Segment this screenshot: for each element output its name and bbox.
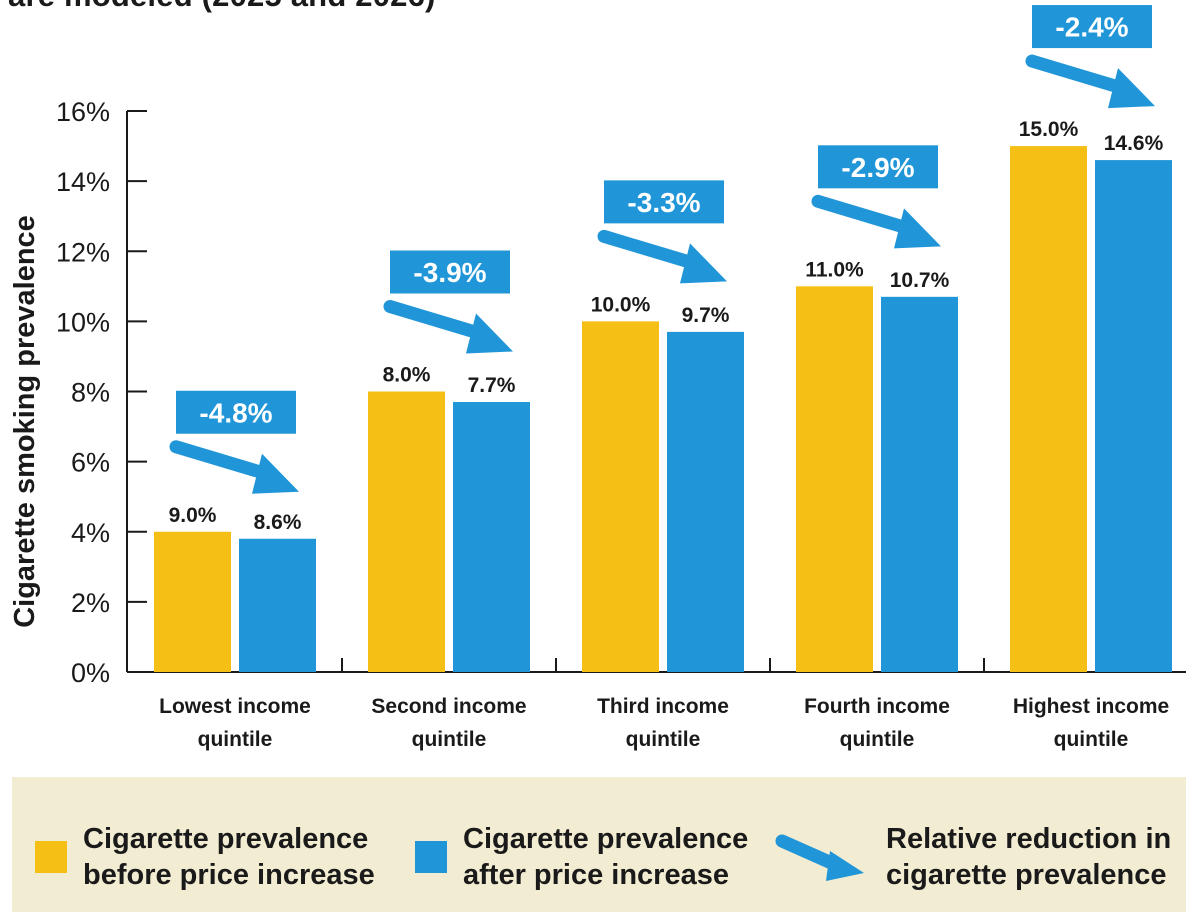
y-axis-label: Cigarette smoking prevalence: [9, 215, 41, 628]
legend-swatch-after: [415, 841, 447, 873]
reduction-arrowhead: [680, 243, 727, 284]
reduction-arrow: [597, 229, 701, 270]
bar: [667, 331, 744, 672]
legend-label-reduction: Relative reduction in cigarette prevalen…: [886, 821, 1171, 893]
reduction-label: -2.4%: [1055, 12, 1128, 43]
bar: [453, 402, 530, 672]
x-tick-label: Fourth income: [804, 695, 950, 718]
reduction-badge: [390, 250, 510, 294]
data-label: 14.6%: [1104, 132, 1164, 155]
reduction-arrow: [811, 194, 915, 235]
bar: [796, 286, 873, 672]
legend-label-reduction-line2: cigarette prevalence: [886, 859, 1167, 891]
x-tick-label: Second income: [371, 695, 526, 718]
reduction-arrow: [1025, 54, 1129, 95]
legend-item-after: Cigarette prevalence after price increas…: [415, 821, 748, 893]
reduction-badge: [818, 145, 938, 189]
reduction-arrow: [383, 300, 487, 340]
legend-label-reduction-line1: Relative reduction in: [886, 823, 1172, 855]
legend-swatch-before: [35, 841, 67, 873]
reduction-badge: [604, 180, 724, 224]
data-label: 8.0%: [383, 364, 431, 387]
y-tick-label: 2%: [71, 588, 110, 618]
reduction-arrowhead: [466, 313, 513, 354]
data-label: 9.0%: [169, 504, 217, 527]
x-tick-label: Lowest income: [159, 695, 311, 718]
y-tick-label: 14%: [56, 167, 110, 197]
bar-chart: 0% 2% 4% 6% 8% 10% 12% 14% 16% Cigarette smoking …: [9, 5, 1186, 751]
legend-arrow-icon: [775, 834, 864, 881]
bar: [1095, 160, 1172, 672]
x-tick-label: quintile: [412, 728, 487, 751]
y-tick-label: 12%: [56, 237, 110, 267]
y-tick-label: 10%: [56, 307, 110, 337]
reduction-label: -3.3%: [627, 187, 700, 218]
y-tick-label: 6%: [71, 448, 110, 478]
bar: [881, 296, 958, 672]
data-label: 9.7%: [682, 304, 730, 327]
reduction-label: -3.9%: [413, 257, 486, 288]
data-label: 8.6%: [254, 511, 302, 534]
y-tick-label: 8%: [71, 378, 110, 408]
x-tick-label: Third income: [597, 695, 729, 718]
reduction-label: -4.8%: [199, 397, 272, 428]
legend-label-before: Cigarette prevalence before price increa…: [83, 821, 375, 893]
data-label: 10.0%: [591, 293, 651, 316]
reduction-badge: [1032, 5, 1152, 49]
data-label: 11.0%: [805, 258, 864, 281]
data-label: 10.7%: [890, 269, 950, 292]
reduction-label: -2.9%: [841, 152, 914, 183]
legend-label-before-line2: before price increase: [83, 859, 375, 891]
legend-item-reduction: Relative reduction in cigarette prevalen…: [774, 821, 1171, 893]
reduction-arrow: [169, 440, 273, 481]
bar: [582, 321, 659, 672]
bar: [154, 531, 231, 672]
legend-item-before: Cigarette prevalence before price increa…: [35, 821, 375, 893]
x-tick-label: quintile: [840, 728, 915, 751]
reduction-badge: [176, 390, 296, 434]
reduction-arrowhead: [894, 208, 941, 249]
legend-label-after: Cigarette prevalence after price increas…: [463, 821, 748, 893]
bar: [239, 538, 316, 672]
y-tick-label: 16%: [56, 97, 110, 127]
y-tick-label: 0%: [71, 658, 110, 688]
bar: [368, 391, 445, 672]
legend-label-after-line1: Cigarette prevalence: [463, 823, 749, 855]
data-label: 7.7%: [468, 374, 516, 397]
x-tick-label: Highest income: [1013, 695, 1169, 718]
x-tick-label: quintile: [198, 728, 273, 751]
x-tick-label: quintile: [626, 728, 701, 751]
reduction-arrowhead: [252, 453, 299, 494]
reduction-arrowhead: [1108, 68, 1155, 109]
x-tick-label: quintile: [1054, 728, 1129, 751]
legend-label-before-line1: Cigarette prevalence: [83, 823, 369, 855]
chart-title: are modeled (2025 and 2026): [8, 0, 436, 14]
legend: Cigarette prevalence before price increa…: [12, 777, 1186, 912]
legend-label-after-line2: after price increase: [463, 859, 729, 891]
y-tick-label: 4%: [71, 518, 110, 548]
data-label: 15.0%: [1019, 118, 1079, 141]
bar: [1010, 146, 1087, 672]
